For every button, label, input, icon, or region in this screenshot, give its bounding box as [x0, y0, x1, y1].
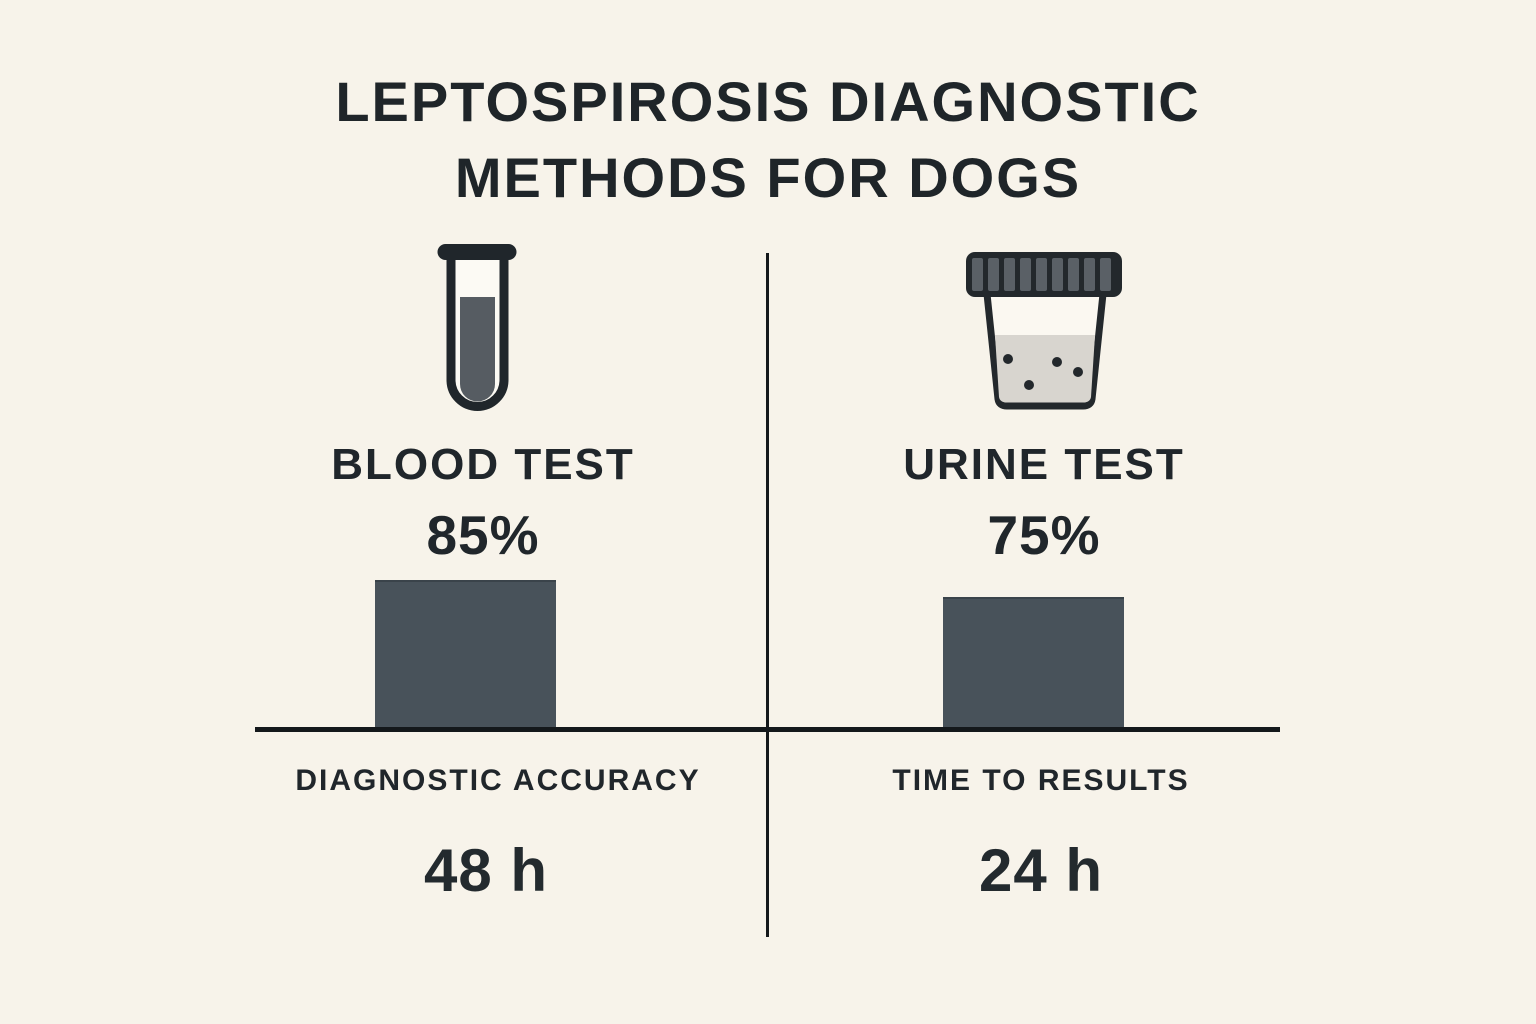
urine-test-label: URINE TEST: [903, 440, 1185, 489]
page-title-line1: LEPTOSPIROSIS DIAGNOSTIC: [335, 70, 1201, 133]
test-tube-icon: [437, 244, 517, 411]
time-to-results-time: 24 h: [978, 837, 1104, 904]
diagnostic-accuracy-label: DIAGNOSTIC ACCURACY: [295, 764, 701, 797]
vertical-divider: [766, 253, 769, 937]
blood-test-label: BLOOD TEST: [331, 440, 635, 489]
urine-test-value: 75%: [987, 504, 1101, 566]
time-to-results-label: TIME TO RESULTS: [892, 764, 1190, 797]
page-title-line2: METHODS FOR DOGS: [454, 146, 1082, 210]
specimen-cup-icon: [966, 252, 1122, 410]
diagnostic-accuracy-time: 48 h: [423, 837, 549, 904]
urine-test-bar: [943, 597, 1124, 727]
page-title: LEPTOSPIROSIS DIAGNOSTIC METHODS FOR DOG…: [0, 64, 1536, 216]
blood-test-bar: [375, 580, 556, 727]
blood-test-value: 85%: [426, 504, 540, 566]
